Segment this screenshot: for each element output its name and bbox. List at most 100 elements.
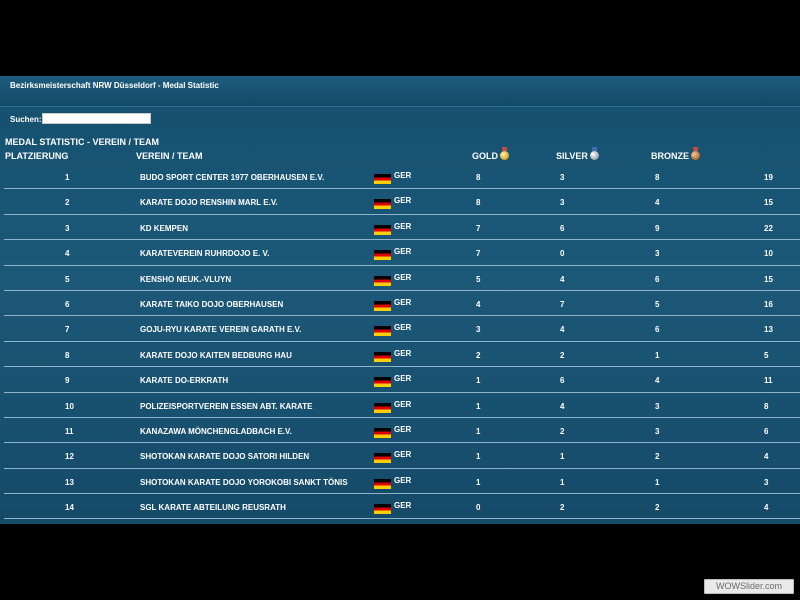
bronze-count-cell: 3 bbox=[655, 426, 660, 436]
bronze-count-cell: 1 bbox=[655, 477, 660, 487]
table-row: 3 KD KEMPEN GER 7 6 9 22 bbox=[4, 215, 800, 241]
rank-cell: 7 bbox=[65, 325, 70, 335]
team-cell: SHOTOKAN KARATE DOJO YOROKOBI SANKT TÖNI… bbox=[140, 477, 348, 487]
nation-cell: GER bbox=[394, 272, 412, 282]
watermark-logo[interactable]: WOWSlider.com bbox=[704, 579, 794, 594]
column-header-silver[interactable]: SILVER bbox=[556, 147, 599, 161]
silver-count-cell: 1 bbox=[560, 452, 565, 462]
silver-count-cell: 0 bbox=[560, 249, 565, 259]
total-count-cell: 19 bbox=[764, 173, 773, 182]
rank-cell: 12 bbox=[65, 452, 74, 462]
rank-cell: 4 bbox=[65, 249, 70, 259]
silver-count-cell: 7 bbox=[560, 299, 565, 309]
nation-cell: GER bbox=[394, 297, 412, 307]
table-row: 6 KARATE TAIKO DOJO OBERHAUSEN GER 4 7 5 16 bbox=[4, 291, 800, 317]
gold-count-cell: 5 bbox=[476, 274, 481, 284]
header-bar: Bezirksmeisterschaft NRW Düsseldorf - Me… bbox=[0, 76, 800, 107]
nation-cell: GER bbox=[394, 501, 412, 511]
rank-cell: 6 bbox=[65, 299, 70, 309]
germany-flag-icon bbox=[374, 427, 391, 438]
bronze-count-cell: 4 bbox=[655, 376, 660, 386]
table-row: 13 SHOTOKAN KARATE DOJO YOROKOBI SANKT TÖ… bbox=[4, 469, 800, 495]
column-header-team[interactable]: VEREIN / TEAM bbox=[136, 151, 203, 161]
silver-count-cell: 4 bbox=[560, 325, 565, 335]
gold-count-cell: 3 bbox=[476, 325, 481, 335]
total-count-cell: 16 bbox=[764, 299, 773, 309]
rank-cell: 11 bbox=[65, 426, 74, 436]
team-cell: KD KEMPEN bbox=[140, 223, 189, 233]
germany-flag-icon bbox=[374, 275, 391, 286]
column-header-bronze[interactable]: BRONZE bbox=[651, 147, 700, 161]
germany-flag-icon bbox=[374, 224, 391, 235]
germany-flag-icon bbox=[374, 453, 391, 464]
page-title: Bezirksmeisterschaft NRW Düsseldorf - Me… bbox=[10, 81, 219, 90]
gold-count-cell: 1 bbox=[476, 401, 481, 411]
total-count-cell: 10 bbox=[764, 249, 773, 259]
rank-cell: 10 bbox=[65, 401, 74, 411]
search-label: Suchen: bbox=[10, 115, 42, 124]
gold-count-cell: 8 bbox=[476, 198, 481, 208]
table-row: 2 KARATE DOJO RENSHIN MARL E.V. GER 8 3 4 15 bbox=[4, 189, 800, 215]
silver-count-cell: 2 bbox=[560, 503, 565, 513]
germany-flag-icon bbox=[374, 326, 391, 337]
total-count-cell: 4 bbox=[764, 452, 769, 462]
gold-medal-icon bbox=[500, 147, 509, 160]
silver-count-cell: 1 bbox=[560, 477, 565, 487]
medal-statistic-panel: Bezirksmeisterschaft NRW Düsseldorf - Me… bbox=[0, 76, 800, 524]
nation-cell: GER bbox=[394, 196, 412, 206]
bronze-count-cell: 9 bbox=[655, 223, 660, 233]
team-cell: KARATE TAIKO DOJO OBERHAUSEN bbox=[140, 299, 284, 309]
germany-flag-icon bbox=[374, 300, 391, 311]
nation-cell: GER bbox=[394, 221, 412, 231]
table-row: 14 SGL KARATE ABTEILUNG REUSRATH GER 0 2 2 4 bbox=[4, 494, 800, 520]
bronze-count-cell: 3 bbox=[655, 249, 660, 259]
table-row: 8 KARATE DOJO KAITEN BEDBURG HAU GER 2 2 1 5 bbox=[4, 342, 800, 368]
nation-cell: GER bbox=[394, 348, 412, 358]
total-count-cell: 15 bbox=[764, 274, 773, 284]
column-header-gold[interactable]: GOLD bbox=[472, 147, 509, 161]
nation-cell: GER bbox=[394, 424, 412, 434]
rank-cell: 14 bbox=[65, 503, 74, 513]
silver-count-cell: 2 bbox=[560, 426, 565, 436]
nation-cell: GER bbox=[394, 450, 412, 460]
nation-cell: GER bbox=[394, 247, 412, 257]
team-cell: SHOTOKAN KARATE DOJO SATORI HILDEN bbox=[140, 452, 310, 462]
bronze-count-cell: 5 bbox=[655, 299, 660, 309]
bronze-count-cell: 1 bbox=[655, 350, 660, 360]
column-header-rank[interactable]: PLATZIERUNG bbox=[5, 151, 69, 161]
column-header-silver-label: SILVER bbox=[556, 151, 588, 161]
column-header-gold-label: GOLD bbox=[472, 151, 498, 161]
silver-medal-icon bbox=[589, 147, 599, 160]
table-row: 4 KARATEVEREIN RUHRDOJO E. V. GER 7 0 3 10 bbox=[4, 240, 800, 266]
table-row: 1 BUDO SPORT CENTER 1977 OBERHAUSEN E.V. G… bbox=[4, 164, 800, 190]
silver-count-cell: 3 bbox=[560, 198, 565, 208]
bronze-count-cell: 8 bbox=[655, 173, 660, 182]
table-row: 7 GOJU-RYU KARATE VEREIN GARATH E.V. GER 3 4… bbox=[4, 316, 800, 342]
rank-cell: 1 bbox=[65, 173, 70, 182]
germany-flag-icon bbox=[374, 199, 391, 210]
gold-count-cell: 7 bbox=[476, 249, 481, 259]
bronze-count-cell: 6 bbox=[655, 274, 660, 284]
bronze-medal-icon bbox=[691, 147, 700, 160]
silver-count-cell: 6 bbox=[560, 376, 565, 386]
bronze-count-cell: 4 bbox=[655, 198, 660, 208]
nation-cell: GER bbox=[394, 171, 412, 180]
search-input[interactable] bbox=[42, 113, 151, 124]
silver-count-cell: 6 bbox=[560, 223, 565, 233]
team-cell: KARATE DOJO KAITEN BEDBURG HAU bbox=[140, 350, 292, 360]
bronze-count-cell: 2 bbox=[655, 503, 660, 513]
section-title: MEDAL STATISTIC - VEREIN / TEAM bbox=[5, 137, 160, 147]
gold-count-cell: 2 bbox=[476, 350, 481, 360]
gold-count-cell: 8 bbox=[476, 173, 481, 182]
silver-count-cell: 3 bbox=[560, 173, 565, 182]
rank-cell: 2 bbox=[65, 198, 70, 208]
gold-count-cell: 1 bbox=[476, 452, 481, 462]
total-count-cell: 13 bbox=[764, 325, 773, 335]
nation-cell: GER bbox=[394, 323, 412, 333]
team-cell: KARATE DOJO RENSHIN MARL E.V. bbox=[140, 198, 278, 208]
table-row: 9 KARATE DO-ERKRATH GER 1 6 4 11 bbox=[4, 367, 800, 393]
bronze-count-cell: 6 bbox=[655, 325, 660, 335]
medal-table: 1 BUDO SPORT CENTER 1977 OBERHAUSEN E.V. G… bbox=[4, 164, 800, 520]
total-count-cell: 4 bbox=[764, 503, 769, 513]
gold-count-cell: 1 bbox=[476, 426, 481, 436]
